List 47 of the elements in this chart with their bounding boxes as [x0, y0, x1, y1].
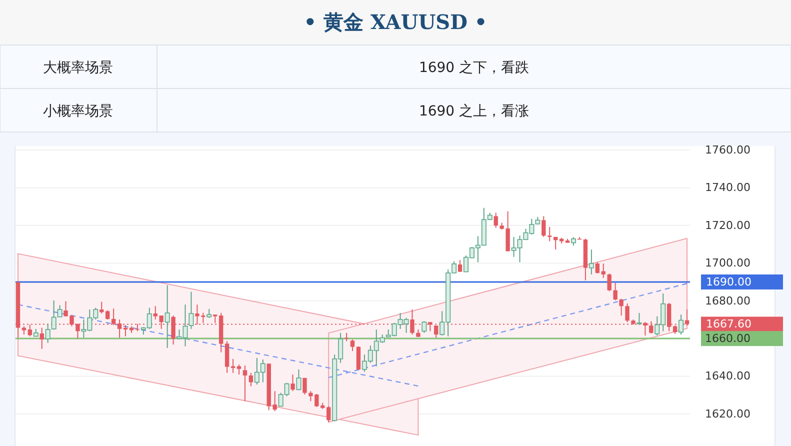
candlestick: [678, 314, 684, 336]
ref-line-label: 1690.00: [706, 275, 752, 288]
price-tag: 1667.60: [701, 316, 783, 332]
text: 大概率场景: [43, 60, 113, 76]
candlestick: [296, 368, 302, 391]
y-tick-label: 1620.00: [705, 407, 750, 420]
candlestick: [422, 320, 427, 334]
text: 1690 之下，看跌: [418, 60, 530, 76]
text: 1690 之上，看涨: [418, 104, 530, 120]
candlestick: [636, 312, 642, 324]
candlestick: [548, 226, 552, 242]
candlestick: [350, 338, 355, 352]
candlestick: [542, 216, 546, 238]
chart-title: • 黄金 XAUUSD •: [304, 10, 488, 34]
y-tick-label: 1740.00: [705, 181, 750, 194]
candlestick: [458, 260, 462, 272]
candlestick: [28, 324, 32, 337]
candlestick: [188, 291, 194, 330]
candlestick: [494, 212, 498, 228]
candlestick: [290, 374, 295, 392]
candlestick: [242, 364, 248, 402]
candlestick: [595, 262, 600, 274]
candlestick: [224, 340, 230, 374]
candlestick: [601, 263, 606, 278]
candlestick: [613, 282, 618, 301]
candlestick: [588, 249, 594, 275]
ref-line-label: 1667.60: [706, 318, 752, 331]
candlestick: [164, 284, 170, 348]
y-tick-label: 1640.00: [705, 370, 750, 383]
candlestick: [100, 301, 104, 314]
text: 小概率场景: [43, 104, 113, 120]
candlestick: [356, 346, 361, 371]
y-tick-label: 1700.00: [705, 256, 750, 270]
candlestick: [302, 377, 307, 396]
candlestick: [619, 298, 624, 316]
y-tick-label: 1720.00: [705, 218, 750, 232]
candlestick: [40, 327, 44, 350]
candlestick: [230, 358, 236, 374]
y-tick-label: 1680.00: [705, 294, 750, 308]
candlestick: [236, 364, 242, 376]
candlestick: [248, 372, 254, 387]
price-tag: 1690.00: [701, 274, 783, 290]
y-tick-label: 1760.00: [705, 144, 750, 156]
y-tick-label: 1660.00: [705, 332, 750, 346]
candlestick: [607, 272, 612, 292]
candlestick: [105, 310, 110, 320]
candlestick: [326, 406, 331, 423]
